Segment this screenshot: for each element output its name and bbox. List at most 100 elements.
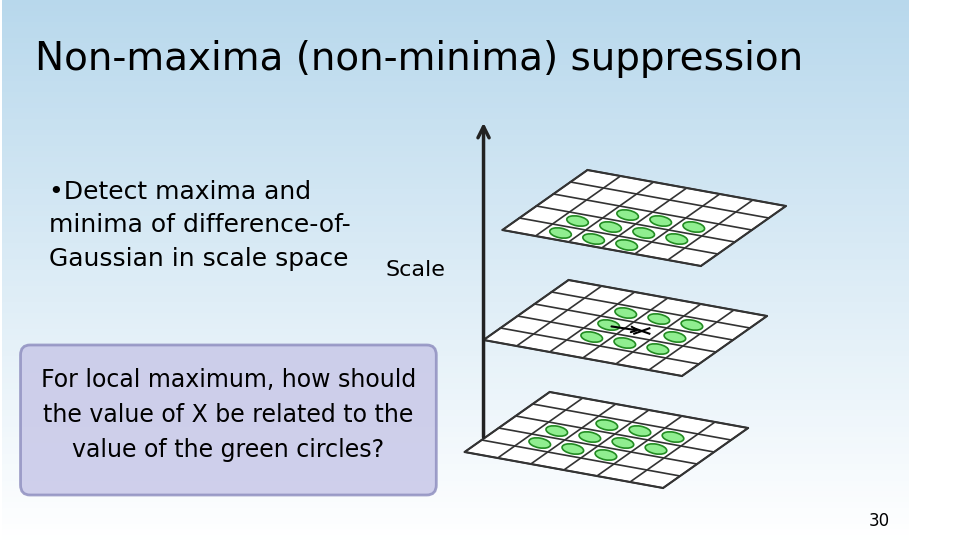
Bar [2, 292, 909, 297]
Ellipse shape [647, 344, 669, 354]
Bar [2, 286, 909, 292]
Ellipse shape [614, 338, 636, 348]
Bar [2, 362, 909, 367]
Ellipse shape [612, 438, 634, 448]
Bar [2, 378, 909, 383]
Ellipse shape [550, 228, 571, 238]
Bar [2, 481, 909, 486]
Bar [2, 173, 909, 178]
Ellipse shape [600, 222, 621, 232]
Text: For local maximum, how should
the value of X be related to the
value of the gree: For local maximum, how should the value … [40, 368, 416, 462]
Bar [2, 518, 909, 524]
Text: 30: 30 [869, 512, 890, 530]
Bar [2, 346, 909, 351]
Bar [2, 227, 909, 232]
Bar [2, 49, 909, 54]
Bar [2, 275, 909, 281]
Bar [2, 254, 909, 259]
Bar [2, 119, 909, 124]
Bar [2, 200, 909, 205]
Polygon shape [502, 170, 786, 266]
Bar [2, 324, 909, 329]
Bar [2, 184, 909, 189]
Ellipse shape [633, 228, 655, 238]
Bar [2, 351, 909, 356]
Ellipse shape [579, 432, 601, 442]
Bar [2, 437, 909, 443]
Ellipse shape [596, 420, 617, 430]
Bar [2, 529, 909, 535]
Bar [2, 11, 909, 16]
Bar [2, 313, 909, 319]
Bar [2, 38, 909, 43]
Bar [2, 205, 909, 211]
Bar [2, 86, 909, 92]
Bar [2, 443, 909, 448]
Bar [2, 103, 909, 108]
Bar [2, 211, 909, 216]
Bar [2, 97, 909, 103]
Bar [2, 356, 909, 362]
Bar [2, 486, 909, 491]
Bar [2, 22, 909, 27]
Bar [2, 32, 909, 38]
Bar [2, 259, 909, 265]
Bar [2, 76, 909, 81]
Bar [2, 81, 909, 86]
Bar [2, 124, 909, 130]
Bar [2, 502, 909, 508]
Text: Scale: Scale [386, 260, 445, 280]
Bar [2, 194, 909, 200]
Bar [2, 459, 909, 464]
Bar [2, 216, 909, 221]
Bar [2, 43, 909, 49]
Bar [2, 524, 909, 529]
Bar [2, 513, 909, 518]
Ellipse shape [666, 234, 687, 244]
Ellipse shape [581, 332, 603, 342]
Ellipse shape [629, 426, 651, 436]
Text: •Detect maxima and
minima of difference-of-
Gaussian in scale space: •Detect maxima and minima of difference-… [49, 180, 350, 271]
Bar [2, 281, 909, 286]
Ellipse shape [566, 216, 588, 226]
Bar [2, 448, 909, 454]
Bar [2, 70, 909, 76]
Ellipse shape [595, 450, 616, 460]
Bar [2, 27, 909, 32]
Bar [2, 130, 909, 135]
Bar [2, 421, 909, 427]
Ellipse shape [662, 432, 684, 442]
Bar [2, 140, 909, 146]
Ellipse shape [616, 240, 637, 250]
Bar [2, 54, 909, 59]
Bar [2, 454, 909, 459]
Polygon shape [484, 280, 767, 376]
Polygon shape [465, 392, 748, 488]
Ellipse shape [650, 216, 671, 226]
Bar [2, 329, 909, 335]
Bar [2, 508, 909, 513]
Bar [2, 108, 909, 113]
Ellipse shape [615, 308, 636, 318]
FancyBboxPatch shape [20, 345, 436, 495]
Bar [2, 497, 909, 502]
Bar [2, 427, 909, 432]
Bar [2, 470, 909, 475]
Bar [2, 178, 909, 184]
Bar [2, 373, 909, 378]
Bar [2, 243, 909, 248]
Bar [2, 475, 909, 481]
Bar [2, 308, 909, 313]
Bar [2, 157, 909, 162]
Bar [2, 302, 909, 308]
Bar [2, 340, 909, 346]
Bar [2, 400, 909, 405]
Bar [2, 113, 909, 119]
Bar [2, 221, 909, 227]
Bar [2, 92, 909, 97]
Ellipse shape [583, 234, 605, 244]
Bar [2, 367, 909, 373]
Bar [2, 416, 909, 421]
Bar [2, 65, 909, 70]
Ellipse shape [529, 438, 550, 448]
